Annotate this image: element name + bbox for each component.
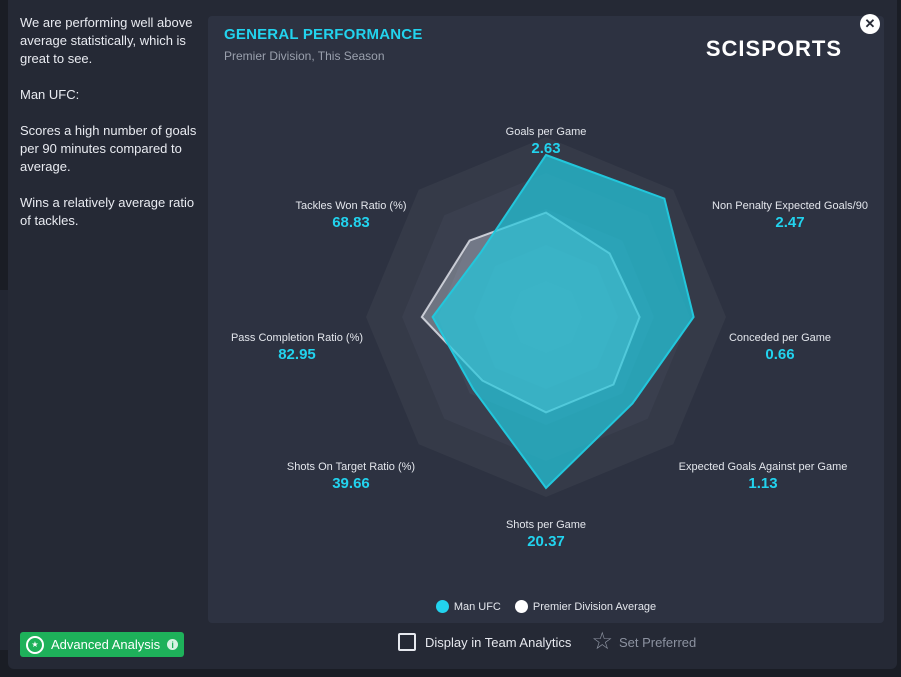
close-button[interactable]: ✕ xyxy=(860,14,880,34)
axis-label: Expected Goals Against per Game 1.13 xyxy=(679,461,848,492)
axis-label: Non Penalty Expected Goals/90 2.47 xyxy=(712,200,868,231)
axis-value: 2.47 xyxy=(775,214,805,231)
axis-value: 20.37 xyxy=(527,533,565,550)
display-checkbox[interactable] xyxy=(398,633,416,651)
axis-name: Conceded per Game xyxy=(728,332,832,344)
axis-label: Goals per Game 2.63 xyxy=(506,126,587,157)
legend-dot-team xyxy=(435,600,449,613)
panel-subtitle: Premier Division, This Season xyxy=(224,49,385,63)
set-preferred-button[interactable]: ☆ Set Preferred xyxy=(591,628,697,655)
analysis-summary: We are performing well above average sta… xyxy=(20,14,200,248)
star-outline-icon: ☆ xyxy=(591,628,613,655)
display-in-team-analytics-toggle[interactable]: Display in Team Analytics xyxy=(398,633,571,651)
axis-name: Tackles Won Ratio (%) xyxy=(295,200,407,212)
close-icon: ✕ xyxy=(864,16,876,31)
display-label: Display in Team Analytics xyxy=(425,634,572,650)
chart-legend: Man UFC Premier Division Average xyxy=(208,600,884,613)
axis-value: 82.95 xyxy=(278,346,316,363)
axis-name: Expected Goals Against per Game xyxy=(678,461,848,473)
axis-label: Tackles Won Ratio (%) 68.83 xyxy=(295,200,406,231)
advanced-analysis-label: Advanced Analysis xyxy=(51,637,161,652)
advanced-analysis-button[interactable]: ★ Advanced Analysis i xyxy=(20,632,185,657)
axis-name: Non Penalty Expected Goals/90 xyxy=(712,200,868,212)
info-icon[interactable]: i xyxy=(167,639,179,650)
radar-chart-panel: GENERAL PERFORMANCE Premier Division, Th… xyxy=(208,16,884,623)
summary-paragraph: Scores a high number of goals per 90 min… xyxy=(20,123,197,174)
general-performance-dialog: We are performing well above average sta… xyxy=(8,0,897,669)
set-preferred-label: Set Preferred xyxy=(618,634,697,650)
radar-chart xyxy=(366,137,726,497)
background-panel-edge xyxy=(0,290,8,650)
legend-item-average[interactable]: Premier Division Average xyxy=(514,600,657,613)
axis-value: 2.63 xyxy=(531,140,561,157)
axis-value: 1.13 xyxy=(748,475,778,492)
legend-dot-average xyxy=(514,600,528,613)
legend-item-team[interactable]: Man UFC xyxy=(435,600,501,613)
axis-label: Pass Completion Ratio (%) 82.95 xyxy=(231,332,363,363)
summary-paragraph: We are performing well above average sta… xyxy=(20,15,193,66)
axis-label: Shots On Target Ratio (%) 39.66 xyxy=(287,461,415,492)
axis-name: Goals per Game xyxy=(505,126,587,138)
summary-paragraph: Wins a relatively average ratio of tackl… xyxy=(20,195,195,228)
summary-paragraph: Man UFC: xyxy=(20,87,80,102)
star-badge-icon: ★ xyxy=(26,635,44,654)
axis-name: Shots per Game xyxy=(505,519,587,531)
panel-title: GENERAL PERFORMANCE xyxy=(224,26,423,43)
axis-label: Shots per Game 20.37 xyxy=(506,519,586,550)
footer-controls: Display in Team Analytics ☆ Set Preferre… xyxy=(398,628,697,655)
axis-value: 68.83 xyxy=(332,214,370,231)
axis-value: 0.66 xyxy=(765,346,795,363)
axis-name: Shots On Target Ratio (%) xyxy=(286,461,416,473)
scisports-logo: SCISPORTS xyxy=(705,36,842,61)
legend-label-team: Man UFC xyxy=(453,600,501,613)
axis-label: Conceded per Game 0.66 xyxy=(729,332,831,363)
axis-value: 39.66 xyxy=(332,475,370,492)
legend-label-average: Premier Division Average xyxy=(532,600,657,613)
axis-name: Pass Completion Ratio (%) xyxy=(230,332,364,344)
series-team-polygon xyxy=(431,153,695,490)
